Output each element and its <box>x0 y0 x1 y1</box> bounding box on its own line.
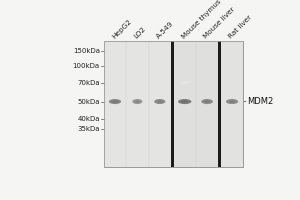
Bar <box>104 41 243 167</box>
Bar <box>221 41 243 167</box>
Text: 35kDa: 35kDa <box>77 126 100 132</box>
Bar <box>104 41 243 167</box>
Text: 50kDa: 50kDa <box>77 99 100 105</box>
Ellipse shape <box>180 81 189 84</box>
Ellipse shape <box>204 100 211 103</box>
Ellipse shape <box>134 100 140 103</box>
Text: 70kDa: 70kDa <box>77 80 100 86</box>
Text: Rat liver: Rat liver <box>228 15 253 40</box>
Ellipse shape <box>156 100 163 103</box>
Ellipse shape <box>111 100 119 103</box>
Text: MDM2: MDM2 <box>247 97 273 106</box>
Bar <box>104 41 171 167</box>
Text: A-549: A-549 <box>156 21 175 40</box>
Ellipse shape <box>154 99 165 104</box>
Text: Mouse thymus: Mouse thymus <box>181 0 222 40</box>
Text: HepG2: HepG2 <box>111 18 133 40</box>
Ellipse shape <box>178 99 191 104</box>
Bar <box>218 41 221 167</box>
Ellipse shape <box>132 99 142 104</box>
Text: Mouse liver: Mouse liver <box>203 7 236 40</box>
Text: 40kDa: 40kDa <box>77 116 100 122</box>
Text: 100kDa: 100kDa <box>73 63 100 69</box>
Ellipse shape <box>228 100 236 103</box>
Ellipse shape <box>109 99 121 104</box>
Ellipse shape <box>201 99 213 104</box>
Bar <box>173 41 218 167</box>
Text: LO2: LO2 <box>133 26 147 40</box>
Ellipse shape <box>181 100 189 103</box>
Ellipse shape <box>226 99 238 104</box>
Text: 150kDa: 150kDa <box>73 48 100 54</box>
Bar <box>171 41 173 167</box>
